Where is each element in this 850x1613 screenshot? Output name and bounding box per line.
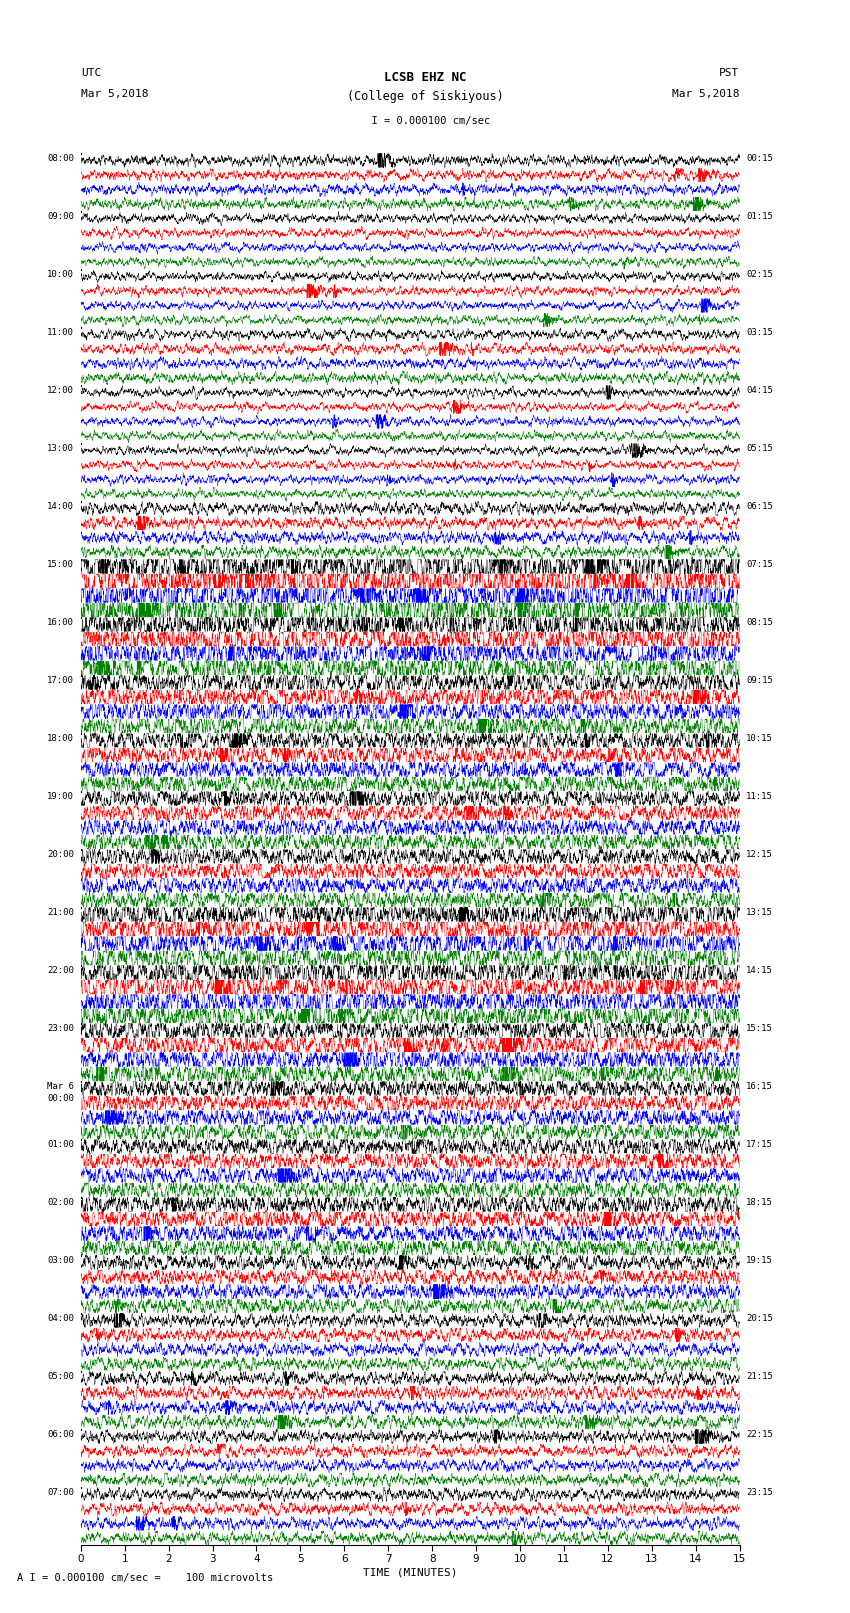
Text: 15:15: 15:15 [746, 1024, 773, 1032]
Text: 15:00: 15:00 [48, 560, 74, 569]
Text: 05:15: 05:15 [746, 444, 773, 453]
Text: Mar 6: Mar 6 [48, 1082, 74, 1090]
Text: 02:00: 02:00 [48, 1198, 74, 1207]
Text: 17:15: 17:15 [746, 1140, 773, 1148]
Text: 20:15: 20:15 [746, 1315, 773, 1323]
Text: 19:15: 19:15 [746, 1257, 773, 1265]
Text: 22:15: 22:15 [746, 1431, 773, 1439]
Text: 19:00: 19:00 [48, 792, 74, 802]
Text: 00:00: 00:00 [48, 1094, 74, 1103]
Text: Mar 5,2018: Mar 5,2018 [672, 89, 740, 98]
Text: 00:15: 00:15 [746, 153, 773, 163]
Text: 20:00: 20:00 [48, 850, 74, 860]
Text: 08:15: 08:15 [746, 618, 773, 627]
Text: 03:00: 03:00 [48, 1257, 74, 1265]
Text: 12:00: 12:00 [48, 386, 74, 395]
Text: 16:00: 16:00 [48, 618, 74, 627]
Text: 06:15: 06:15 [746, 502, 773, 511]
Text: 23:15: 23:15 [746, 1487, 773, 1497]
Text: 14:15: 14:15 [746, 966, 773, 974]
Text: 23:00: 23:00 [48, 1024, 74, 1032]
X-axis label: TIME (MINUTES): TIME (MINUTES) [363, 1568, 457, 1578]
Text: 07:15: 07:15 [746, 560, 773, 569]
Text: 18:00: 18:00 [48, 734, 74, 744]
Text: 06:00: 06:00 [48, 1431, 74, 1439]
Text: 07:00: 07:00 [48, 1487, 74, 1497]
Text: 13:00: 13:00 [48, 444, 74, 453]
Text: A I = 0.000100 cm/sec =    100 microvolts: A I = 0.000100 cm/sec = 100 microvolts [17, 1573, 273, 1582]
Text: PST: PST [719, 68, 740, 77]
Text: 21:15: 21:15 [746, 1373, 773, 1381]
Text: 03:15: 03:15 [746, 327, 773, 337]
Text: UTC: UTC [81, 68, 101, 77]
Text: Mar 5,2018: Mar 5,2018 [81, 89, 148, 98]
Text: 01:15: 01:15 [746, 211, 773, 221]
Text: 05:00: 05:00 [48, 1373, 74, 1381]
Text: 02:15: 02:15 [746, 269, 773, 279]
Text: 18:15: 18:15 [746, 1198, 773, 1207]
Text: 11:00: 11:00 [48, 327, 74, 337]
Text: 01:00: 01:00 [48, 1140, 74, 1148]
Text: 22:00: 22:00 [48, 966, 74, 974]
Text: 11:15: 11:15 [746, 792, 773, 802]
Text: 10:00: 10:00 [48, 269, 74, 279]
Text: 09:15: 09:15 [746, 676, 773, 686]
Text: 12:15: 12:15 [746, 850, 773, 860]
Text: 21:00: 21:00 [48, 908, 74, 916]
Text: 14:00: 14:00 [48, 502, 74, 511]
Text: 09:00: 09:00 [48, 211, 74, 221]
Text: 08:00: 08:00 [48, 153, 74, 163]
Text: 04:15: 04:15 [746, 386, 773, 395]
Text: 17:00: 17:00 [48, 676, 74, 686]
Text: 13:15: 13:15 [746, 908, 773, 916]
Text: 04:00: 04:00 [48, 1315, 74, 1323]
Text: I = 0.000100 cm/sec: I = 0.000100 cm/sec [360, 116, 490, 126]
Text: 10:15: 10:15 [746, 734, 773, 744]
Text: LCSB EHZ NC: LCSB EHZ NC [383, 71, 467, 84]
Text: 16:15: 16:15 [746, 1082, 773, 1090]
Text: (College of Siskiyous): (College of Siskiyous) [347, 90, 503, 103]
